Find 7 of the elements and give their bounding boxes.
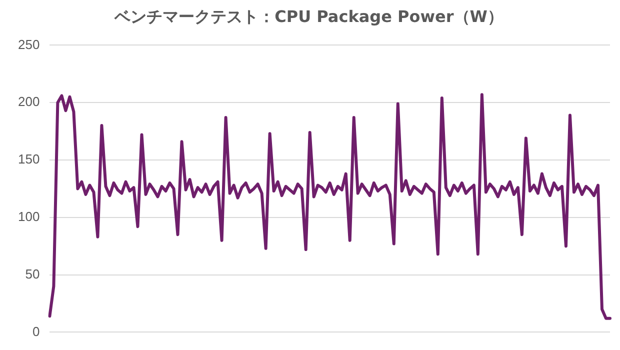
y-tick-label: 100: [18, 208, 40, 224]
y-tick-label: 250: [18, 36, 40, 52]
y-tick-label: 150: [18, 152, 40, 167]
y-tick-label: 50: [25, 266, 40, 282]
y-tick-label: 0: [32, 324, 40, 339]
y-tick-label: 200: [18, 94, 40, 110]
chart-title: ベンチマークテスト：CPU Package Power（W）: [114, 6, 504, 26]
